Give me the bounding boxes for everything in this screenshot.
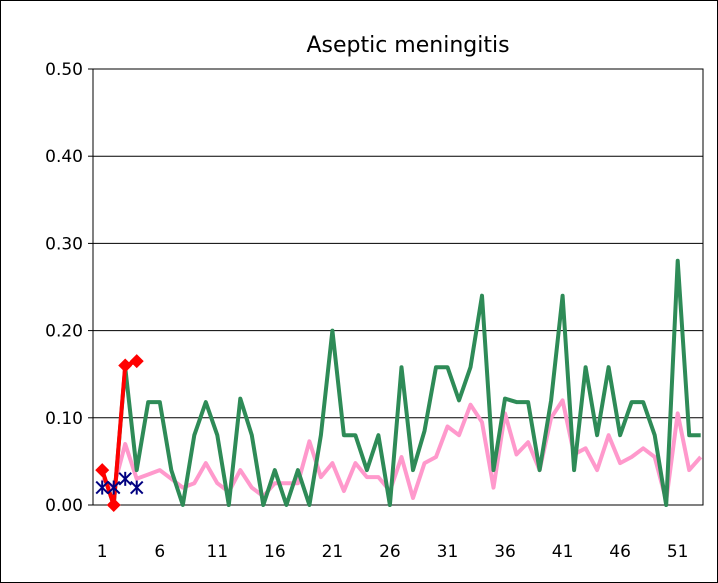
data-point-x — [95, 480, 109, 495]
series-group — [95, 258, 703, 512]
y-axis: 0.00 0.10 0.20 0.30 0.40 0.50 — [45, 60, 93, 516]
x-tick-label: 46 — [609, 542, 631, 562]
x-tick-label: 36 — [494, 542, 516, 562]
x-tick-label: 31 — [437, 542, 459, 562]
series-line-2 — [100, 258, 701, 507]
x-axis: 1 6 11 16 21 26 31 36 41 46 51 — [97, 542, 689, 562]
x-tick-label: 6 — [154, 542, 165, 562]
x-tick-label: 51 — [667, 542, 689, 562]
data-point-x — [118, 471, 132, 486]
x-tick-label: 26 — [379, 542, 401, 562]
y-tick-label: 0.30 — [45, 234, 83, 254]
series-line-1 — [100, 398, 703, 503]
y-tick-label: 0.40 — [45, 147, 83, 167]
data-point-x — [130, 480, 144, 495]
y-tick-label: 0.10 — [45, 409, 83, 429]
data-point-diamond — [95, 463, 110, 478]
y-tick-label: 0.00 — [45, 496, 83, 516]
x-tick-label: 21 — [322, 542, 344, 562]
y-tick-label: 0.50 — [45, 60, 83, 80]
data-point-x — [107, 480, 121, 495]
plot-area — [92, 68, 704, 506]
chart-title: Aseptic meningitis — [306, 33, 509, 58]
x-tick-label: 11 — [206, 542, 228, 562]
data-point-diamond — [106, 498, 121, 512]
x-tick-label: 16 — [264, 542, 286, 562]
x-tick-label: 1 — [97, 542, 108, 562]
data-point-diamond — [118, 358, 133, 373]
data-point-diamond — [129, 354, 144, 369]
x-tick-label: 41 — [552, 542, 574, 562]
series-line-3 — [100, 359, 138, 507]
y-tick-label: 0.20 — [45, 322, 83, 342]
